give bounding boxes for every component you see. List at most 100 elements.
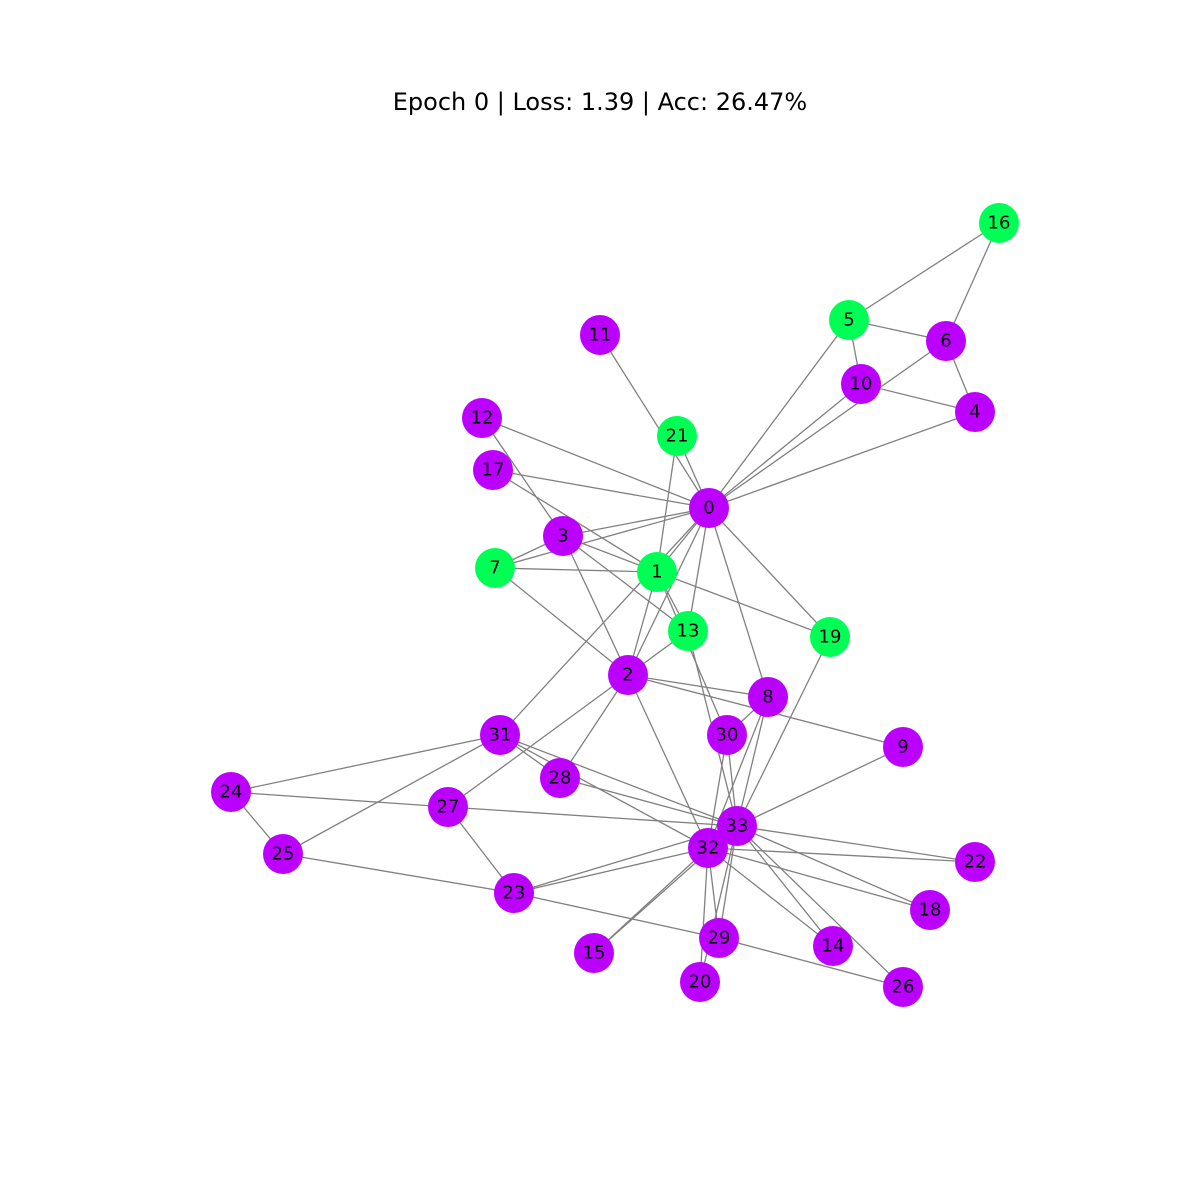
node-circle (717, 806, 757, 846)
node-circle (688, 828, 728, 868)
node-26: 26 (883, 967, 923, 1007)
node-18: 18 (910, 890, 950, 930)
edge-2-27 (447, 674, 629, 808)
node-circle (657, 416, 697, 456)
node-label: 30 (716, 725, 739, 746)
node-circle (979, 203, 1019, 243)
node-label: 1 (651, 562, 662, 583)
edge-1-7 (494, 567, 658, 573)
node-label: 13 (677, 621, 700, 642)
node-circle (813, 926, 853, 966)
node-4: 4 (955, 392, 995, 432)
node-circle (707, 715, 747, 755)
node-circle (810, 617, 850, 657)
edge-24-27 (230, 791, 449, 808)
node-12: 12 (462, 398, 502, 438)
node-15: 15 (574, 933, 614, 973)
node-label: 4 (969, 402, 980, 423)
edge-22-33 (736, 825, 976, 863)
node-label: 28 (549, 768, 572, 789)
edge-3-12 (481, 417, 564, 537)
edge-24-31 (230, 734, 501, 793)
node-circle (883, 727, 923, 767)
node-circle (473, 450, 513, 490)
node-label: 18 (919, 900, 942, 921)
edge-20-32 (699, 847, 709, 983)
edge-14-32 (707, 847, 834, 947)
node-20: 20 (680, 962, 720, 1002)
node-circle (494, 873, 534, 913)
node-9: 9 (883, 727, 923, 767)
chart-title: Epoch 0 | Loss: 1.39 | Acc: 26.47% (392, 88, 808, 116)
node-label: 17 (482, 460, 505, 481)
node-circle (955, 842, 995, 882)
node-29: 29 (699, 918, 739, 958)
node-circle (829, 300, 869, 340)
node-28: 28 (540, 758, 580, 798)
edge-3-13 (562, 535, 689, 632)
node-circle (211, 772, 251, 812)
node-label: 19 (819, 627, 842, 648)
node-6: 6 (926, 321, 966, 361)
node-circle (689, 488, 729, 528)
edge-27-33 (447, 806, 738, 827)
node-label: 23 (503, 883, 526, 904)
edge-19-33 (736, 636, 831, 827)
edge-0-12 (481, 417, 710, 509)
edge-0-5 (708, 319, 850, 509)
node-19: 19 (810, 617, 850, 657)
node-circle (699, 918, 739, 958)
node-circle (475, 548, 515, 588)
edge-6-16 (945, 222, 1000, 342)
node-circle (608, 655, 648, 695)
node-label: 27 (437, 797, 460, 818)
node-label: 20 (689, 972, 712, 993)
node-30: 30 (707, 715, 747, 755)
edge-31-33 (499, 734, 738, 827)
node-label: 32 (697, 838, 720, 859)
node-24: 24 (211, 772, 251, 812)
edge-0-13 (687, 507, 710, 632)
edge-18-33 (736, 825, 931, 911)
node-2: 2 (608, 655, 648, 695)
node-label: 5 (843, 310, 854, 331)
edge-0-31 (499, 507, 710, 736)
node-31: 31 (480, 715, 520, 755)
node-circle (841, 364, 881, 404)
node-label: 22 (964, 852, 987, 873)
node-label: 31 (489, 725, 512, 746)
node-label: 29 (708, 928, 731, 949)
node-circle (910, 890, 950, 930)
node-circle (462, 398, 502, 438)
node-circle (748, 677, 788, 717)
node-21: 21 (657, 416, 697, 456)
edge-0-10 (708, 383, 862, 509)
node-label: 33 (726, 816, 749, 837)
edge-20-33 (699, 825, 738, 983)
node-circle (543, 516, 583, 556)
node-circle (428, 787, 468, 827)
edge-1-19 (656, 571, 831, 638)
node-label: 24 (220, 782, 243, 803)
edge-22-32 (707, 847, 976, 863)
node-label: 11 (589, 325, 612, 346)
edge-0-3 (562, 507, 710, 537)
edge-0-4 (708, 411, 976, 509)
node-1: 1 (637, 552, 677, 592)
edge-25-31 (282, 734, 501, 855)
node-circle (263, 834, 303, 874)
node-13: 13 (668, 611, 708, 651)
node-16: 16 (979, 203, 1019, 243)
edge-14-33 (736, 825, 834, 947)
node-circle (668, 611, 708, 651)
node-label: 2 (622, 665, 633, 686)
node-17: 17 (473, 450, 513, 490)
edge-5-16 (848, 222, 1000, 321)
node-5: 5 (829, 300, 869, 340)
node-23: 23 (494, 873, 534, 913)
edge-8-33 (736, 696, 769, 827)
edge-2-32 (627, 674, 709, 849)
edge-2-8 (627, 674, 769, 698)
node-22: 22 (955, 842, 995, 882)
